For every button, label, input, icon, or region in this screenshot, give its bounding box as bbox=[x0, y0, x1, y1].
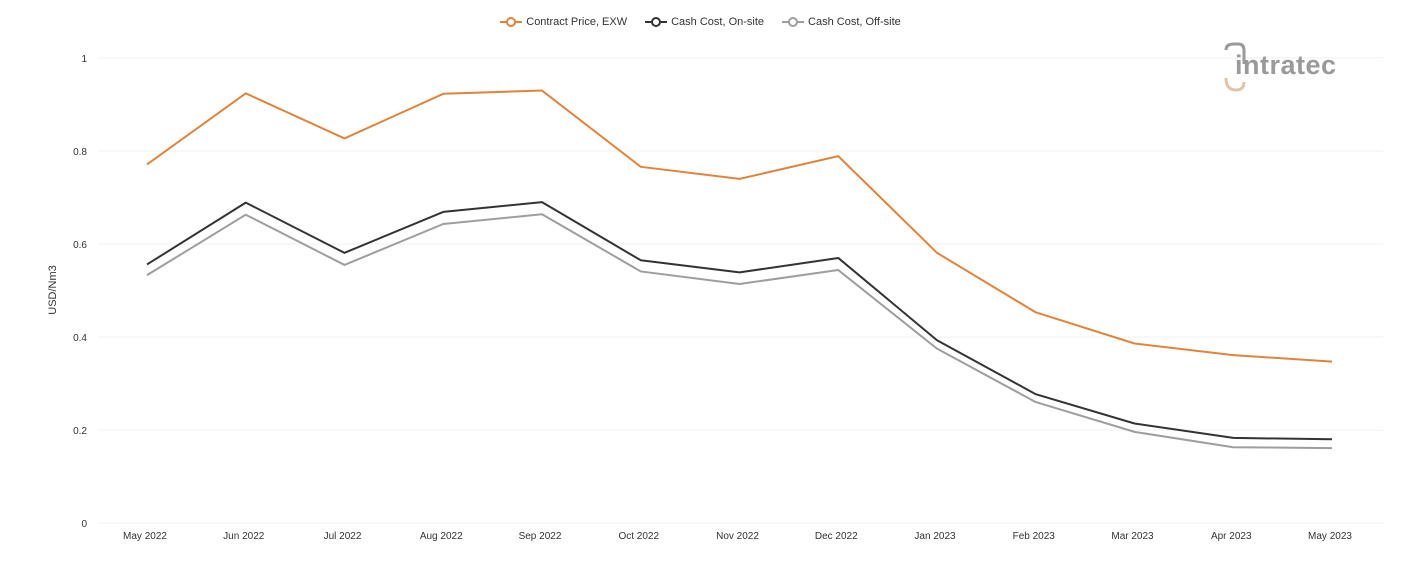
y-tick-label: 0 bbox=[81, 519, 87, 530]
legend-item-cash-cost-onsite[interactable]: Cash Cost, On-site bbox=[645, 16, 764, 28]
legend-item-cash-cost-offsite[interactable]: Cash Cost, Off-site bbox=[782, 16, 901, 28]
grid-lines bbox=[98, 57, 1383, 524]
chart-legend: Contract Price, EXW Cash Cost, On-site C… bbox=[0, 16, 1401, 28]
x-tick-label: Oct 2022 bbox=[618, 531, 659, 542]
y-tick-label: 1 bbox=[81, 54, 87, 65]
legend-marker-cash-cost-offsite bbox=[782, 17, 805, 27]
legend-label-cash-cost-offsite: Cash Cost, Off-site bbox=[808, 16, 901, 28]
x-axis-ticks: May 2022 Jun 2022 Jul 2022 Aug 2022 Sep 2022… bbox=[123, 531, 1352, 542]
x-tick-label: Mar 2023 bbox=[1111, 531, 1154, 542]
logo-mark-icon bbox=[1224, 42, 1246, 92]
y-tick-label: 0.4 bbox=[73, 333, 87, 344]
legend-label-cash-cost-onsite: Cash Cost, On-site bbox=[671, 16, 765, 28]
x-tick-label: Aug 2022 bbox=[420, 531, 463, 542]
legend-label-contract-price: Contract Price, EXW bbox=[526, 16, 628, 28]
series-line-2[interactable] bbox=[146, 213, 1333, 450]
x-tick-label: Nov 2022 bbox=[716, 531, 759, 542]
y-tick-label: 0.6 bbox=[73, 240, 87, 251]
x-tick-label: Jan 2023 bbox=[914, 531, 956, 542]
y-tick-label: 0.8 bbox=[73, 147, 87, 158]
legend-item-contract-price[interactable]: Contract Price, EXW bbox=[500, 16, 627, 28]
x-tick-label: May 2022 bbox=[123, 531, 167, 542]
series-line-1[interactable] bbox=[146, 201, 1333, 441]
intratec-logo: intratec bbox=[1222, 42, 1372, 98]
x-tick-label: May 2023 bbox=[1308, 531, 1352, 542]
x-tick-label: Jun 2022 bbox=[223, 531, 265, 542]
x-tick-label: Sep 2022 bbox=[519, 531, 562, 542]
series-line-0[interactable] bbox=[146, 89, 1333, 363]
y-tick-label: 0.2 bbox=[73, 426, 87, 437]
y-axis-label: USD/Nm3 bbox=[47, 265, 59, 315]
x-tick-label: Apr 2023 bbox=[1211, 531, 1252, 542]
logo-text: intratec bbox=[1235, 50, 1337, 80]
x-tick-label: Feb 2023 bbox=[1013, 531, 1056, 542]
legend-marker-contract-price bbox=[500, 17, 523, 27]
x-tick-label: Jul 2022 bbox=[324, 531, 362, 542]
x-tick-label: Dec 2022 bbox=[815, 531, 858, 542]
legend-marker-cash-cost-onsite bbox=[645, 17, 668, 27]
y-axis-ticks: 0 0.2 0.4 0.6 0.8 1 bbox=[73, 54, 87, 530]
series-lines bbox=[146, 89, 1333, 450]
